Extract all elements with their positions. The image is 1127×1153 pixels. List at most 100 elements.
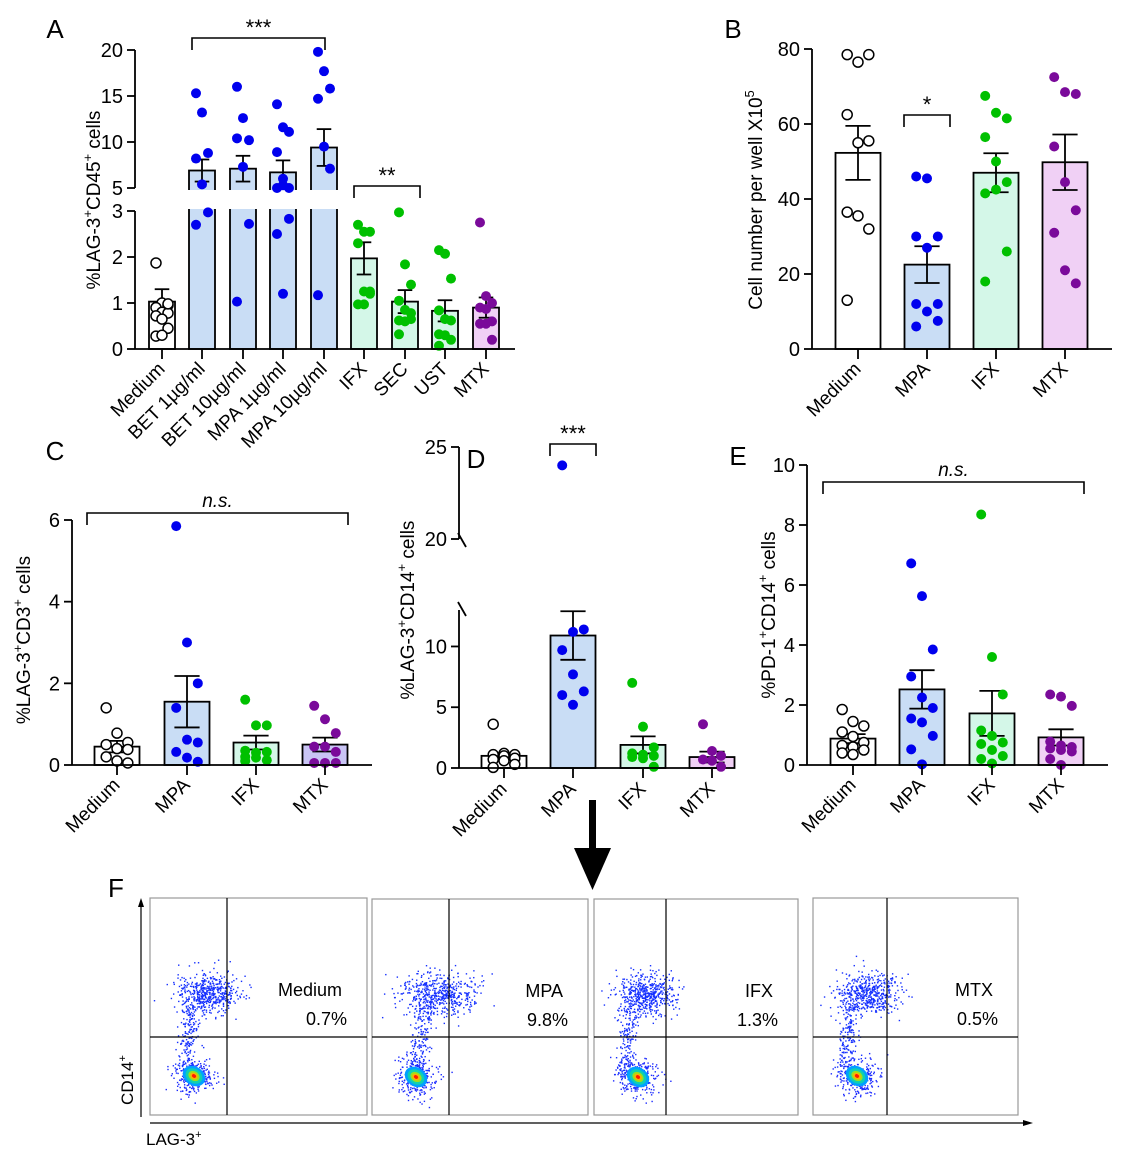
event-dot bbox=[865, 987, 868, 990]
event-dot bbox=[434, 990, 436, 992]
event-dot bbox=[170, 1074, 173, 1077]
event-dot bbox=[645, 1084, 648, 1087]
data-point bbox=[980, 276, 991, 287]
event-dot bbox=[185, 1000, 188, 1002]
event-dot bbox=[842, 984, 845, 987]
data-point bbox=[1056, 745, 1066, 755]
event-dot bbox=[200, 1064, 202, 1067]
event-dot bbox=[866, 1000, 868, 1002]
event-dot bbox=[894, 992, 897, 994]
event-dot bbox=[845, 997, 848, 1000]
event-dot bbox=[195, 1029, 198, 1032]
event-dot bbox=[871, 977, 874, 979]
event-dot bbox=[635, 1017, 637, 1019]
event-dot bbox=[181, 1090, 184, 1092]
event-dot bbox=[417, 973, 419, 975]
event-dot bbox=[648, 993, 650, 995]
event-dot bbox=[202, 974, 204, 976]
event-dot bbox=[221, 998, 224, 1001]
data-point bbox=[852, 137, 864, 149]
event-dot bbox=[202, 979, 204, 982]
event-dot bbox=[634, 986, 636, 988]
data-point bbox=[272, 147, 282, 158]
event-dot bbox=[859, 987, 862, 990]
event-dot bbox=[188, 997, 190, 1000]
event-dot bbox=[192, 1040, 194, 1042]
event-dot bbox=[206, 987, 208, 989]
event-dot bbox=[446, 997, 448, 999]
event-dot bbox=[464, 982, 466, 985]
event-dot bbox=[853, 990, 855, 992]
event-dot bbox=[186, 1065, 188, 1067]
event-dot bbox=[209, 999, 211, 1002]
event-dot bbox=[423, 982, 426, 985]
event-dot bbox=[205, 1087, 207, 1089]
event-dot bbox=[894, 982, 896, 984]
data-point bbox=[400, 259, 410, 270]
event-dot bbox=[443, 982, 445, 984]
event-dot bbox=[849, 1004, 852, 1006]
event-dot bbox=[426, 1081, 428, 1084]
event-dot bbox=[455, 985, 457, 987]
event-dot bbox=[188, 1058, 190, 1061]
event-dot bbox=[231, 981, 233, 983]
data-point bbox=[203, 207, 213, 218]
event-dot bbox=[191, 983, 193, 985]
event-dot bbox=[214, 962, 216, 964]
event-dot bbox=[385, 973, 387, 976]
event-dot bbox=[660, 992, 662, 994]
event-dot bbox=[621, 1093, 623, 1095]
event-dot bbox=[635, 997, 637, 1000]
event-dot bbox=[448, 994, 451, 996]
event-dot bbox=[452, 996, 454, 998]
event-dot bbox=[645, 1088, 648, 1090]
event-dot bbox=[193, 1023, 196, 1025]
event-dot bbox=[459, 1004, 461, 1006]
event-dot bbox=[455, 989, 457, 991]
event-dot bbox=[640, 979, 642, 981]
event-dot bbox=[616, 1019, 619, 1022]
event-dot bbox=[214, 987, 217, 989]
event-dot bbox=[869, 991, 872, 993]
x-tick-label: MPA bbox=[152, 774, 195, 817]
y-tick-label: 20 bbox=[425, 529, 447, 551]
event-dot bbox=[445, 986, 447, 988]
significance-label: *** bbox=[560, 421, 586, 446]
event-dot bbox=[411, 1063, 414, 1066]
event-dot bbox=[411, 1053, 414, 1056]
event-dot bbox=[207, 986, 210, 988]
event-dot bbox=[190, 993, 192, 996]
data-point bbox=[917, 717, 927, 728]
event-dot bbox=[870, 1095, 872, 1097]
event-dot bbox=[637, 1062, 640, 1064]
event-dot bbox=[627, 1052, 629, 1054]
event-dot bbox=[639, 1064, 641, 1067]
event-dot bbox=[644, 1012, 647, 1015]
event-dot bbox=[633, 1026, 635, 1028]
event-dot bbox=[212, 976, 214, 978]
event-dot bbox=[188, 1010, 190, 1012]
event-dot bbox=[627, 981, 630, 983]
event-dot bbox=[823, 996, 826, 998]
event-dot bbox=[223, 992, 225, 994]
event-dot bbox=[189, 1091, 192, 1093]
event-dot bbox=[219, 988, 221, 990]
event-dot bbox=[644, 997, 646, 999]
event-dot bbox=[181, 976, 183, 979]
event-dot bbox=[217, 997, 220, 999]
event-dot bbox=[195, 999, 197, 1001]
event-dot bbox=[845, 1027, 847, 1029]
superscript: 5 bbox=[742, 90, 757, 97]
event-dot bbox=[230, 998, 232, 1000]
event-dot bbox=[644, 1007, 647, 1009]
event-dot bbox=[209, 971, 211, 973]
event-dot bbox=[199, 1003, 201, 1005]
event-dot bbox=[641, 995, 643, 998]
y-tick-label: 2 bbox=[49, 673, 60, 695]
label-part: LAG-3 bbox=[146, 1130, 195, 1149]
data-point bbox=[568, 626, 578, 637]
event-dot bbox=[439, 974, 442, 976]
data-point bbox=[171, 702, 182, 713]
event-dot bbox=[450, 1014, 453, 1016]
